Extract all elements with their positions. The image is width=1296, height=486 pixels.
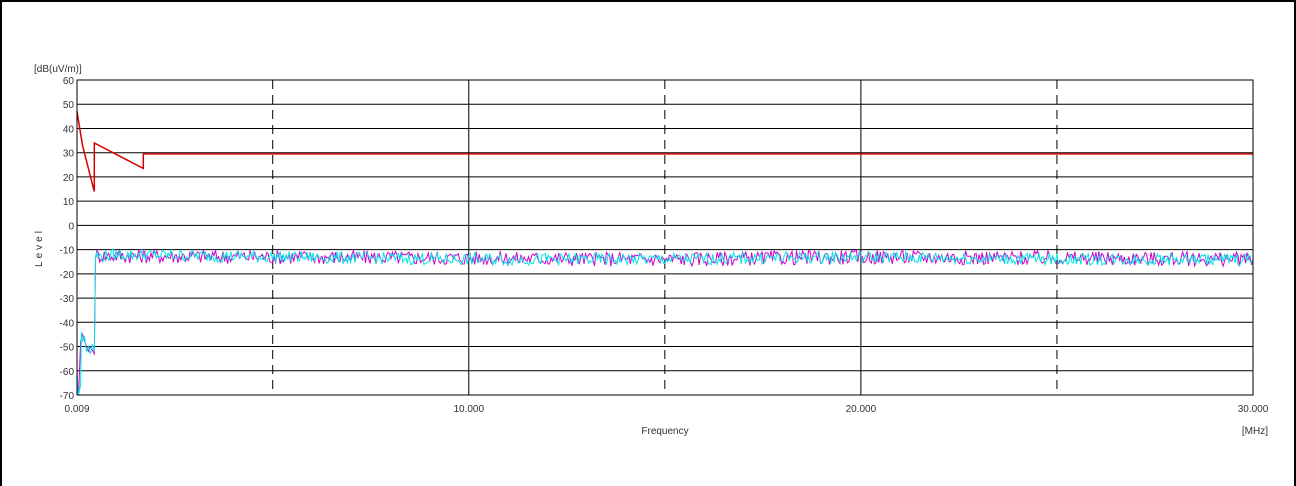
plot-border <box>76 79 1254 396</box>
y-tick-label: 40 <box>63 124 75 135</box>
y-tick-label: -20 <box>60 270 75 281</box>
series-line <box>76 111 1253 192</box>
x-tick-label: 10.000 <box>453 404 484 415</box>
y-tick-label: 0 <box>68 221 74 232</box>
series-line <box>76 248 1254 396</box>
y-axis-label: Level <box>34 228 45 267</box>
y-tick-label: -10 <box>60 246 75 257</box>
y-unit-label: [dB(uV/m)] <box>34 64 82 75</box>
y-tick-label: -70 <box>60 391 75 402</box>
x-unit-label: [MHz] <box>1242 426 1268 437</box>
y-tick-label: 20 <box>63 173 75 184</box>
chart-grid <box>76 79 1254 396</box>
y-tick-label: -30 <box>60 294 75 305</box>
y-tick-label: 50 <box>63 100 75 111</box>
x-tick-label: 0.009 <box>64 404 89 415</box>
y-tick-label: -50 <box>60 343 75 354</box>
x-axis-label: Frequency <box>641 426 688 437</box>
y-tick-label: 60 <box>63 76 75 87</box>
series-group <box>76 111 1254 396</box>
x-tick-label: 30.000 <box>1238 404 1269 415</box>
series-line <box>76 248 1254 396</box>
y-tick-label: 30 <box>63 149 75 160</box>
y-tick-label: 10 <box>63 197 75 208</box>
x-tick-label: 20.000 <box>846 404 877 415</box>
x-tick-labels: 0.009 10.000 20.000 30.000 <box>64 404 1268 415</box>
y-tick-label: -60 <box>60 367 75 378</box>
y-tick-label: -40 <box>60 318 75 329</box>
y-tick-labels: 60 50 40 30 20 10 0 -10 -20 -30 -40 -50 -60 -70 <box>60 76 75 402</box>
